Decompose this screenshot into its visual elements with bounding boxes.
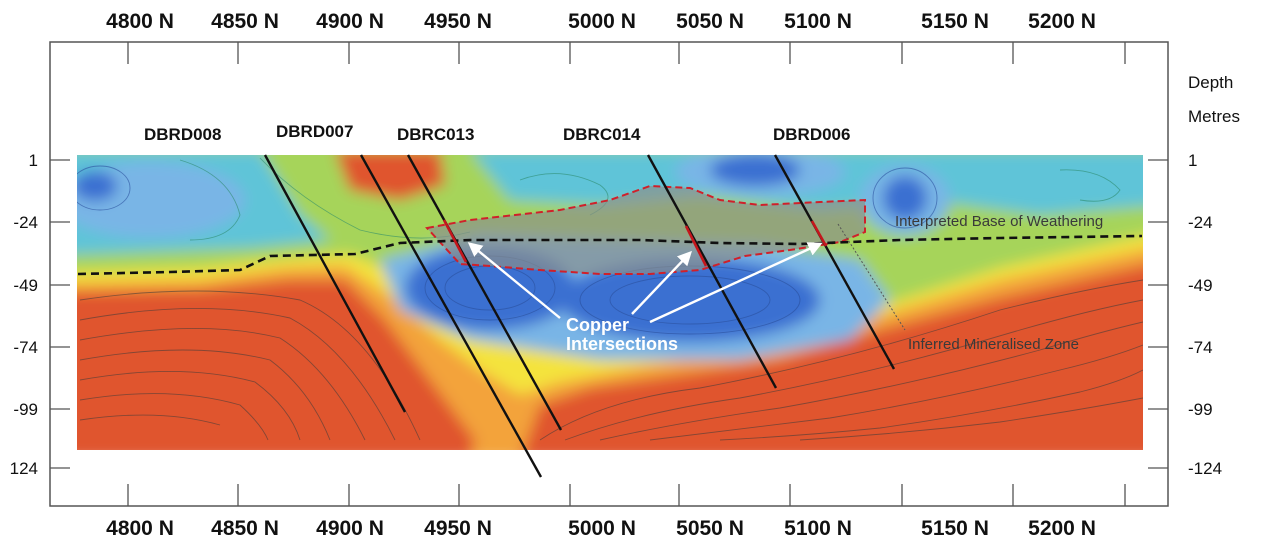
hole-label-dbrd008: DBRD008: [144, 125, 221, 144]
northing-bottom: 5050 N: [676, 517, 744, 540]
depth-labels-left: 1 -24 -49 -74 -99 124: [10, 151, 38, 478]
northing-bottom: 4800 N: [106, 517, 174, 540]
copper-intercepts: [442, 219, 828, 267]
blue-west: [77, 171, 117, 201]
drillhole-trace-dbrc014: [646, 154, 778, 389]
northing-bottom: 5150 N: [921, 517, 989, 540]
copper-label-line2: Intersections: [566, 334, 678, 354]
northing-top: 5000 N: [568, 10, 636, 33]
mineralised-leader: [837, 223, 906, 331]
depth-right: 1: [1188, 151, 1197, 170]
northing-bottom: 4850 N: [211, 517, 279, 540]
depth-left: -99: [13, 400, 38, 419]
ticks: [50, 42, 1168, 506]
depth-labels-right: Depth Metres 1 -24 -49 -74 -99 -124: [1188, 73, 1240, 478]
orange-top-patch: [336, 155, 445, 200]
base-of-weathering-line: [77, 234, 1143, 276]
depth-left: -74: [13, 338, 38, 357]
blue-conductor-east: [560, 258, 820, 342]
drillhole-trace-dbrc013-west: [359, 154, 543, 478]
depth-title: Depth: [1188, 73, 1233, 92]
copper-label-line1: Copper: [566, 315, 629, 335]
red-high-zone-east: [523, 265, 1143, 450]
drillhole-trace-dbrd007: [263, 154, 407, 413]
depth-right: -49: [1188, 276, 1213, 295]
drill-hole-labels: DBRD008 DBRD007 DBRC013 DBRC014 DBRD006: [144, 122, 850, 144]
northing-top: 4800 N: [106, 10, 174, 33]
northing-top: 5150 N: [921, 10, 989, 33]
sky-west: [77, 162, 245, 238]
depth-right: -99: [1188, 400, 1213, 419]
depth-left: 1: [29, 151, 38, 170]
blue-top-central: [710, 155, 800, 186]
northing-bottom: 4950 N: [424, 517, 492, 540]
mineralised-zone: [425, 184, 866, 275]
drillhole-trace-dbrc013: [406, 154, 563, 431]
depth-left: -24: [13, 213, 38, 232]
blue-top-east: [883, 176, 927, 220]
depth-right: -24: [1188, 213, 1213, 232]
hole-label-dbrc014: DBRC014: [563, 125, 641, 144]
depth-left: 124: [10, 459, 38, 478]
northing-top: 5100 N: [784, 10, 852, 33]
northing-bottom: 5000 N: [568, 517, 636, 540]
northing-top: 5200 N: [1028, 10, 1096, 33]
weathering-label: Interpreted Base of Weathering: [895, 213, 1103, 230]
northing-bottom: 5100 N: [784, 517, 852, 540]
depth-left: -49: [13, 276, 38, 295]
arrow-2: [631, 250, 692, 315]
northing-bottom: 5200 N: [1028, 517, 1096, 540]
plot-frame: [49, 41, 1169, 507]
depth-right: -74: [1188, 338, 1213, 357]
drillhole-trace-dbrd006: [773, 154, 896, 370]
hole-label-dbrd006: DBRD006: [773, 125, 850, 144]
contour-lines: [79, 279, 1143, 441]
depth-right: -124: [1188, 459, 1222, 478]
hole-label-dbrc013: DBRC013: [397, 125, 474, 144]
northing-labels-top: 4800 N 4850 N 4900 N 4950 N 5000 N 5050 …: [106, 10, 1096, 33]
mineralised-label: Inferred Mineralised Zone: [908, 336, 1079, 353]
depth-title: Metres: [1188, 107, 1240, 126]
colour-section: [77, 155, 1143, 450]
northing-top: 5050 N: [676, 10, 744, 33]
copper-arrows: [467, 242, 823, 324]
northing-top: 4950 N: [424, 10, 492, 33]
northing-top: 4850 N: [211, 10, 279, 33]
northing-labels-bottom: 4800 N 4850 N 4900 N 4950 N 5000 N 5050 …: [106, 517, 1096, 540]
hole-label-dbrd007: DBRD007: [276, 122, 353, 141]
northing-top: 4900 N: [316, 10, 384, 33]
drill-holes: [263, 154, 896, 478]
arrow-3: [649, 242, 823, 324]
northing-bottom: 4900 N: [316, 517, 384, 540]
arrow-1: [467, 242, 561, 319]
